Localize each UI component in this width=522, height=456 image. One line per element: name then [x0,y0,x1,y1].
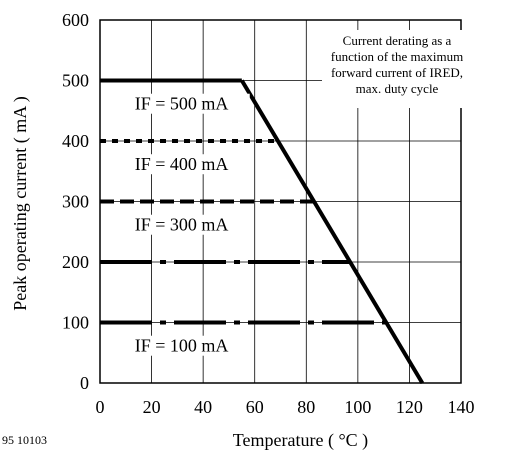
x-tick-label: 20 [143,397,161,417]
x-tick-label: 120 [396,397,423,417]
figure-id: 95 10103 [2,433,47,447]
y-tick-label: 400 [62,131,89,151]
x-tick-label: 40 [194,397,212,417]
annotation-line: Current derating as a [343,33,452,48]
x-axis-label: Temperature ( °C ) [233,430,368,451]
x-tick-label: 140 [448,397,475,417]
series-label-background [131,335,250,356]
y-tick-label: 0 [80,373,89,393]
plot-frame [99,19,462,384]
series-labels: IF = 500 mA IF = 400 mA IF = 300 mA IF = 10… [131,93,250,356]
y-tick-label: 600 [62,10,89,30]
annotation-line: function of the maximum [331,49,464,64]
series-label: IF = 500 mA [135,94,229,114]
y-tick-labels: 0 100 200 300 400 500 600 [62,10,89,393]
x-tick-label: 100 [344,397,371,417]
y-tick-label: 300 [62,192,89,212]
annotation-background [322,30,472,108]
x-tick-label: 60 [246,397,264,417]
y-axis-label: Peak operating current ( mA ) [10,96,31,310]
annotation-line: max. duty cycle [356,81,439,96]
series-label: IF = 300 mA [135,215,229,235]
x-tick-labels: 0 20 40 60 80 100 120 140 [96,397,475,417]
series-label-background [131,154,250,175]
y-tick-label: 200 [62,252,89,272]
series-label: IF = 100 mA [135,336,229,356]
series-label-background [131,93,250,114]
series-lines [100,78,425,385]
series-label-background [131,214,250,235]
y-tick-label: 100 [62,313,89,333]
chart-annotation: Current derating as a function of the max… [331,33,464,96]
series-line-derating [384,321,424,384]
y-tick-label: 500 [62,71,89,91]
series-label: IF = 400 mA [135,154,229,174]
x-tick-label: 0 [96,397,105,417]
annotation-line: forward current of IRED, [331,65,463,80]
x-tick-label: 80 [297,397,315,417]
